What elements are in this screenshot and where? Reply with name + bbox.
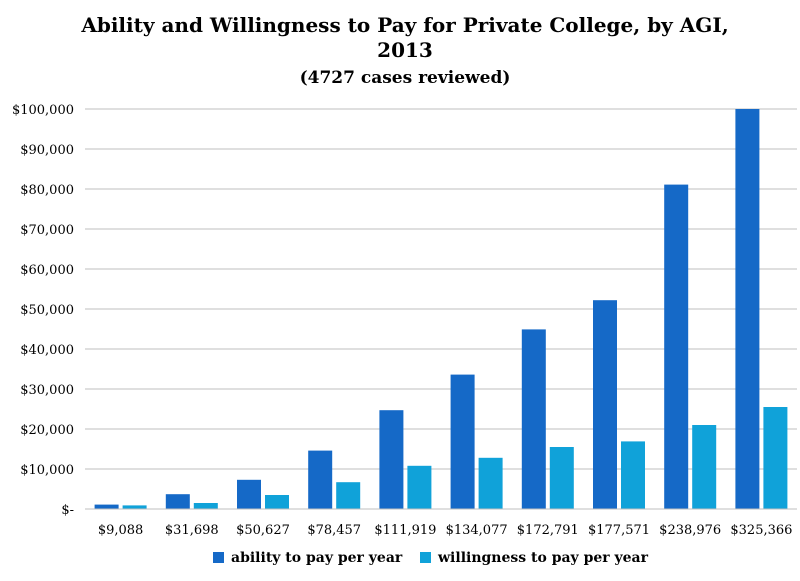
- y-tick-label: $40,000: [20, 343, 74, 358]
- y-tick-label: $100,000: [12, 103, 74, 118]
- x-tick-label: $31,698: [165, 523, 219, 538]
- x-tick-label: $78,457: [307, 523, 361, 538]
- x-axis-ticks: $9,088 $31,698 $50,627 $78,457 $111,919 $134,…: [98, 523, 793, 538]
- legend-label-ability: ability to pay per year: [231, 550, 403, 566]
- bar-ability: [308, 450, 333, 509]
- x-tick-label: $325,366: [730, 523, 792, 538]
- x-tick-label: $50,627: [236, 523, 290, 538]
- bar-willingness: [265, 495, 289, 509]
- y-tick-label: $30,000: [20, 383, 74, 398]
- x-tick-label: $238,976: [659, 523, 721, 538]
- y-tick-label: $20,000: [20, 423, 74, 438]
- bar-ability: [165, 494, 190, 509]
- chart-title-line-1: Ability and Willingness to Pay for Priva…: [80, 13, 728, 37]
- bar-willingness: [407, 465, 432, 509]
- y-tick-label: $80,000: [20, 183, 74, 198]
- x-tick-label: $172,791: [517, 523, 579, 538]
- legend: ability to pay per year willingness to p…: [213, 550, 649, 566]
- bar-willingness: [621, 441, 645, 509]
- x-tick-label: $134,077: [446, 523, 508, 538]
- x-tick-label: $9,088: [98, 523, 144, 538]
- chart-subtitle: (4727 cases reviewed): [300, 68, 511, 88]
- x-tick-label: $177,571: [588, 523, 650, 538]
- bar-ability: [521, 329, 546, 509]
- legend-label-willingness: willingness to pay per year: [437, 550, 649, 566]
- bar-willingness: [122, 505, 147, 509]
- y-tick-label: $10,000: [20, 463, 74, 478]
- bar-ability: [593, 300, 617, 509]
- x-tick-label: $111,919: [374, 523, 436, 538]
- y-tick-label: $-: [61, 503, 74, 518]
- y-axis-ticks: $- $10,000 $20,000 $30,000 $40,000 $50,000 $60…: [12, 103, 74, 518]
- y-tick-label: $90,000: [20, 143, 74, 158]
- bar-willingness: [478, 457, 503, 509]
- legend-swatch-ability: [213, 552, 224, 563]
- bar-ability: [237, 479, 261, 509]
- bar-ability: [735, 109, 760, 509]
- bar-ability: [450, 374, 475, 509]
- gridlines: [85, 108, 797, 470]
- bar-ability: [94, 504, 119, 509]
- chart-title: Ability and Willingness to Pay for Priva…: [80, 13, 728, 88]
- bar-willingness: [763, 407, 788, 509]
- bar-ability: [664, 184, 689, 509]
- legend-swatch-willingness: [420, 552, 431, 563]
- bar-willingness: [336, 482, 361, 509]
- bar-willingness: [193, 503, 218, 509]
- bar-willingness: [692, 425, 717, 509]
- y-tick-label: $70,000: [20, 223, 74, 238]
- y-tick-label: $50,000: [20, 303, 74, 318]
- bar-willingness: [549, 447, 574, 509]
- y-tick-label: $60,000: [20, 263, 74, 278]
- bars: [94, 109, 788, 509]
- bar-ability: [379, 410, 404, 509]
- chart-title-line-2: 2013: [377, 38, 433, 62]
